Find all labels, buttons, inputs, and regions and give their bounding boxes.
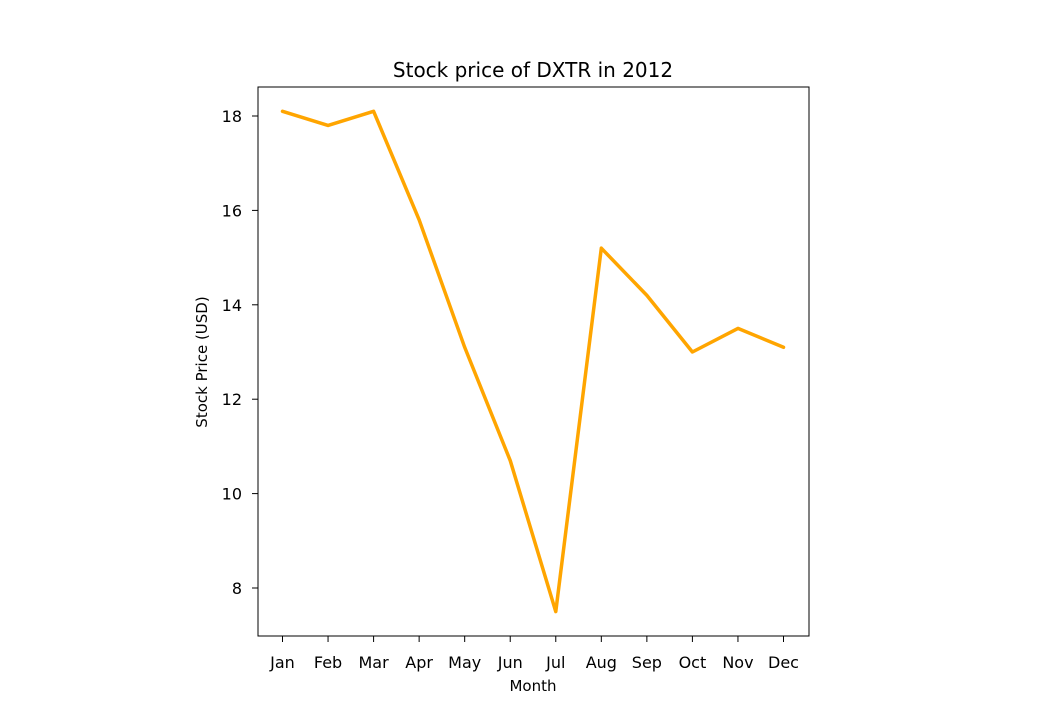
y-tick-label: 18 — [222, 107, 242, 126]
x-tick-label: Jul — [545, 653, 565, 672]
series-layer — [280, 109, 786, 614]
y-tick-label: 16 — [222, 201, 242, 220]
x-tick-label: Mar — [358, 653, 389, 672]
series-line — [280, 109, 786, 614]
y-tick-label: 8 — [232, 579, 242, 598]
x-tick-label: Sep — [632, 653, 662, 672]
y-tick-label: 10 — [222, 485, 242, 504]
x-tick-label: Apr — [405, 653, 433, 672]
y-axis-label: Stock Price (USD) — [193, 296, 211, 427]
y-tick-label: 12 — [222, 390, 242, 409]
x-tick-label: May — [448, 653, 481, 672]
x-tick-label: Jan — [269, 653, 295, 672]
x-tick-label: Aug — [586, 653, 617, 672]
x-tick-label: Feb — [314, 653, 342, 672]
plot-area — [257, 86, 810, 637]
x-tick-label: Jun — [497, 653, 523, 672]
x-tick-label: Dec — [768, 653, 799, 672]
y-axis: 8 10 12 14 16 18 — [222, 107, 258, 598]
chart-title: Stock price of DXTR in 2012 — [393, 58, 673, 82]
x-tick-label: Nov — [722, 653, 753, 672]
y-tick-label: 14 — [222, 296, 242, 315]
x-tick-label: Oct — [679, 653, 707, 672]
x-axis: Jan Feb Mar Apr May Jun Jul Aug Sep Oct Nov Dec — [269, 636, 799, 672]
x-axis-label: Month — [509, 677, 556, 695]
